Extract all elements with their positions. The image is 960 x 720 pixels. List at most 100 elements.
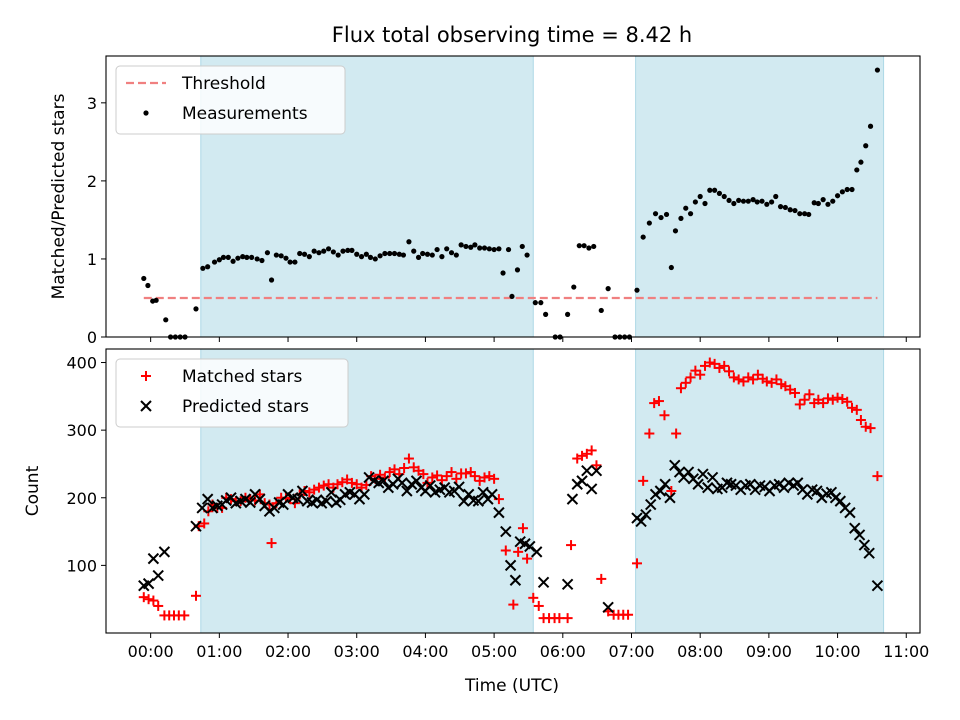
data-point [654,485,667,497]
data-point [500,545,511,556]
data-point [728,372,739,383]
data-point [311,248,317,254]
series-measurements [141,67,881,340]
data-point [706,471,719,484]
x-tick-label: 02:00 [265,642,311,661]
data-point [143,594,154,605]
data-point [733,374,744,385]
data-point [460,468,471,479]
data-point [278,253,284,259]
y-axis-label: Count [23,465,43,516]
data-point [811,200,817,206]
data-point [152,569,164,582]
data-point [458,495,470,507]
data-point [240,254,246,260]
data-point [675,383,686,394]
data-point [405,478,418,490]
data-point [702,200,708,207]
data-point [429,252,435,258]
ratio-panel: 0 1 2 3 Matched/Predicted stars Threshold Meas… [49,55,921,347]
data-point [287,259,293,265]
data-point [687,211,694,217]
x-tick-label: 00:00 [128,642,174,661]
data-point [439,254,445,260]
data-point [566,540,577,551]
data-point [745,198,751,204]
data-point [822,393,833,404]
observing-window [635,55,885,338]
data-point [754,199,760,205]
data-point [513,546,524,557]
data-point [444,246,450,252]
data-point [354,251,360,257]
data-point [190,590,201,601]
y-tick-label: 300 [66,421,97,440]
data-point [748,374,759,385]
data-point [273,252,279,258]
data-point [179,610,190,621]
data-point [834,495,847,507]
data-point [220,254,227,260]
data-point [382,250,388,257]
data-point [649,398,660,409]
data-point [477,486,489,499]
data-point [453,481,465,493]
data-point [561,578,574,591]
data-point [346,477,357,488]
x-tick-label: 10:00 [815,642,861,661]
data-point [522,553,533,564]
data-point [199,518,210,529]
data-point [678,215,684,221]
data-point [318,480,329,491]
data-point [147,552,160,565]
data-point [646,220,652,226]
data-point [446,467,457,478]
data-point [411,248,417,254]
data-point [504,559,517,572]
data-point [239,493,252,505]
data-point [653,396,664,407]
data-point [463,243,469,250]
data-point [225,254,231,260]
data-point [692,478,704,490]
data-point [846,402,857,413]
data-point [719,360,730,371]
y-tick-label: 0 [87,328,97,347]
data-point [640,508,652,521]
data-point [505,246,512,253]
data-point [697,468,709,480]
data-point [867,123,874,129]
data-point [264,250,271,256]
data-point [695,369,706,380]
data-point [297,250,303,257]
data-point [740,198,747,204]
legend-label: Measurements [182,104,308,124]
data-point [704,357,715,368]
data-point [634,287,640,293]
data-point [872,471,883,482]
data-point [268,277,275,283]
chart-title: Flux total observing time = 8.42 h [332,23,692,47]
data-point [652,211,659,217]
data-point [468,244,474,250]
data-point [631,558,642,569]
data-point [427,472,438,483]
data-point [420,250,426,257]
data-point [481,245,488,251]
data-point [645,498,657,511]
data-point [477,245,483,251]
x-tick-label: 09:00 [746,642,792,661]
data-point [141,275,147,282]
data-point [263,505,276,517]
data-point [811,485,823,497]
x-tick-label: 05:00 [471,642,517,661]
data-point [566,493,579,505]
data-point [771,374,782,385]
data-point [190,520,202,532]
data-point [396,251,402,257]
data-point [321,248,327,254]
data-point [500,270,506,276]
data-point [702,481,714,494]
data-point [832,392,843,403]
data-point [834,193,841,199]
